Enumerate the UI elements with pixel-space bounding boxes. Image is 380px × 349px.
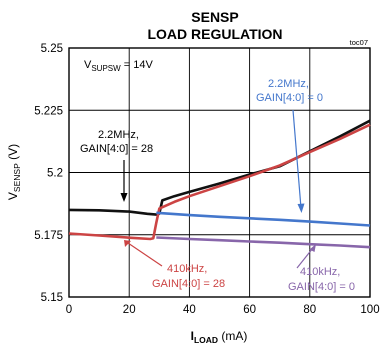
annotation-2mhz-gain28-line2: GAIN[4:0] = 28 bbox=[80, 143, 153, 155]
y-axis-label: VSENSP (V) bbox=[6, 144, 22, 200]
annotation-410khz-gain0: 410kHz, GAIN[4:0] = 0 bbox=[288, 244, 355, 293]
annotation-410khz-gain28-line1: 410kHz, bbox=[167, 263, 207, 275]
gridlines bbox=[69, 48, 370, 297]
x-tick-label: 60 bbox=[243, 304, 256, 316]
y-tick-label: 5.25 bbox=[41, 43, 63, 55]
annotation-arrow-2mhz-gain0 bbox=[292, 109, 302, 209]
x-tick-label: 40 bbox=[183, 304, 196, 316]
y-tick-label: 5.15 bbox=[41, 292, 63, 304]
axis-tick-labels: 0 20 40 60 80 100 5.15 5.175 5.2 5.225 5.25 bbox=[34, 43, 379, 316]
chart-title: SENSP bbox=[191, 9, 238, 25]
data-series bbox=[68, 119, 371, 249]
series-line-2mhz-gain0 bbox=[156, 211, 371, 227]
annotation-arrowhead-2mhz-gain28 bbox=[120, 193, 128, 202]
series-line-410khz-gain0 bbox=[156, 236, 371, 249]
x-tick-label: 80 bbox=[303, 304, 316, 316]
annotation-410khz-gain0-line1: 410kHz, bbox=[300, 266, 340, 278]
y-tick-label: 5.175 bbox=[34, 230, 63, 242]
annotation-arrowhead-410khz-gain28 bbox=[124, 240, 131, 247]
annotation-2mhz-gain28: 2.2MHz, GAIN[4:0] = 28 bbox=[80, 129, 153, 202]
annotation-arrowhead-410khz-gain0 bbox=[309, 244, 316, 252]
annotation-2mhz-gain0: 2.2MHz, GAIN[4:0] = 0 bbox=[256, 78, 323, 213]
annotation-arrow-410khz-gain0 bbox=[296, 247, 314, 269]
annotation-2mhz-gain0-line1: 2.2MHz, bbox=[268, 78, 309, 90]
annotation-410khz-gain28-line2: GAIN[4:0] = 28 bbox=[152, 278, 225, 290]
x-axis-label: ILOAD (mA) bbox=[191, 329, 248, 345]
annotation-2mhz-gain0-line2: GAIN[4:0] = 0 bbox=[256, 92, 323, 104]
y-tick-label: 5.225 bbox=[34, 105, 63, 117]
chart-subtitle: LOAD REGULATION bbox=[147, 26, 282, 42]
annotation-arrow-410khz-gain28 bbox=[127, 242, 163, 267]
supply-condition-label: VSUPSW = 14V bbox=[84, 59, 153, 73]
figure-tag: toc07 bbox=[350, 38, 368, 47]
annotation-arrowhead-2mhz-gain0 bbox=[297, 203, 305, 213]
annotation-2mhz-gain28-line1: 2.2MHz, bbox=[98, 129, 139, 141]
annotation-410khz-gain0-line2: GAIN[4:0] = 0 bbox=[288, 281, 355, 293]
annotation-410khz-gain28: 410kHz, GAIN[4:0] = 28 bbox=[124, 240, 225, 290]
x-tick-label: 0 bbox=[66, 304, 72, 316]
x-tick-label: 100 bbox=[360, 304, 379, 316]
y-tick-label: 5.2 bbox=[47, 168, 63, 180]
x-tick-label: 20 bbox=[123, 304, 136, 316]
series-line-410khz-gain28 bbox=[68, 123, 371, 241]
